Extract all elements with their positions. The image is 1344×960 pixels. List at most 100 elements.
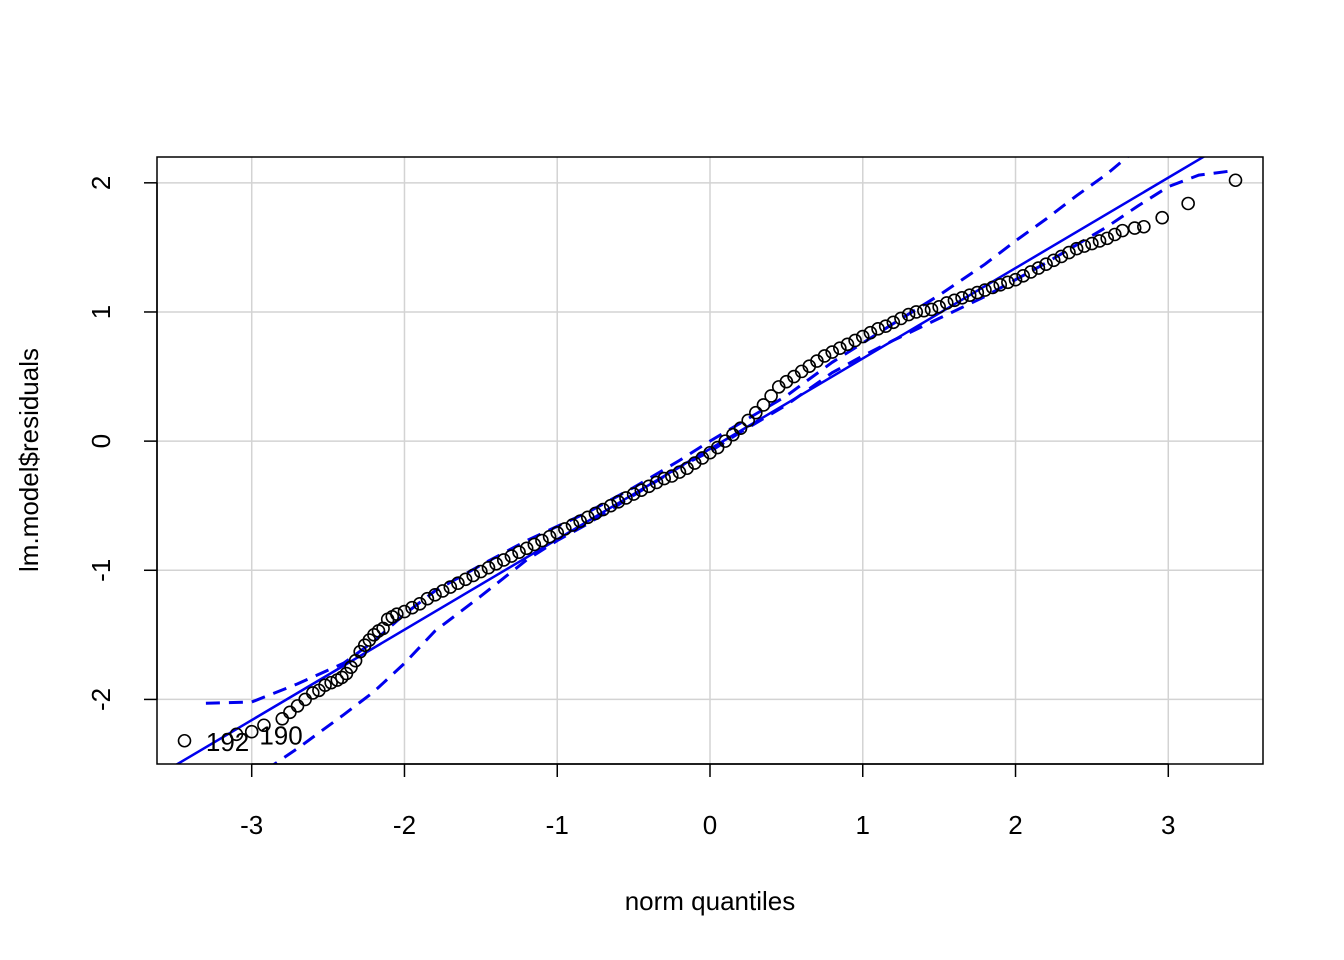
x-axis: -3 -2 -1 0 1 2 3	[240, 763, 1176, 840]
data-point	[244, 724, 259, 739]
data-point	[420, 591, 435, 606]
data-point	[970, 285, 985, 300]
data-point	[764, 389, 778, 403]
data-point	[318, 678, 332, 693]
data-point	[993, 278, 1008, 292]
data-point	[1100, 231, 1114, 246]
data-point	[749, 405, 763, 420]
data-point	[405, 600, 419, 615]
data-point	[634, 483, 649, 498]
data-point	[909, 305, 924, 319]
data-point	[306, 686, 320, 700]
data-point	[1228, 173, 1243, 188]
data-point	[504, 549, 519, 563]
data-points	[177, 173, 1243, 748]
data-point	[1046, 253, 1061, 268]
data-point	[390, 607, 404, 621]
data-point	[947, 293, 962, 308]
y-axis: -2 -1 0 1 2	[86, 176, 158, 711]
data-point	[335, 670, 349, 685]
x-tick-label: 3	[1161, 810, 1175, 840]
y-tick-label: 1	[86, 305, 116, 319]
data-point	[962, 288, 977, 302]
data-point	[1127, 221, 1142, 235]
data-point	[535, 533, 549, 548]
y-tick-label: 0	[86, 434, 116, 448]
data-point	[642, 479, 656, 494]
data-point	[863, 325, 878, 340]
data-point	[733, 421, 748, 436]
x-tick-label: 1	[856, 810, 870, 840]
point-label: 192	[206, 727, 249, 757]
data-point	[619, 491, 633, 505]
data-point	[878, 319, 893, 333]
data-point	[611, 495, 626, 509]
data-point	[489, 557, 503, 571]
data-point	[871, 321, 885, 336]
data-point	[1001, 275, 1015, 290]
point-label: 190	[259, 720, 302, 750]
data-point	[1108, 227, 1122, 242]
data-point	[1024, 265, 1038, 279]
data-point	[1016, 269, 1030, 283]
data-point	[833, 341, 847, 355]
data-point	[573, 514, 587, 529]
data-point	[527, 537, 542, 552]
data-point	[466, 568, 481, 583]
data-point	[542, 529, 557, 544]
data-point	[512, 545, 526, 559]
data-point	[657, 471, 671, 486]
data-point	[324, 675, 338, 690]
grid-lines	[157, 157, 1263, 764]
data-point	[894, 311, 908, 326]
data-point	[1039, 257, 1053, 271]
data-point	[596, 502, 610, 517]
data-point	[367, 628, 381, 642]
data-point	[985, 280, 1000, 295]
data-point	[257, 718, 271, 733]
data-point	[1031, 261, 1046, 275]
data-point	[649, 475, 664, 490]
data-point	[932, 300, 946, 314]
data-point	[481, 560, 496, 575]
x-tick-label: -1	[546, 810, 569, 840]
data-point	[939, 296, 954, 310]
x-tick-label: -3	[240, 810, 263, 840]
data-point	[496, 553, 511, 567]
x-tick-label: -2	[393, 810, 416, 840]
data-point	[397, 604, 412, 619]
data-point	[917, 303, 931, 318]
data-point	[817, 349, 832, 363]
data-point	[672, 465, 687, 479]
data-point	[1069, 241, 1084, 256]
x-axis-title: norm quantiles	[625, 886, 796, 916]
reference-line-path	[175, 157, 1206, 764]
data-point	[741, 413, 755, 428]
data-point	[565, 518, 580, 532]
data-point	[177, 733, 192, 748]
data-point	[580, 510, 595, 525]
data-point	[901, 307, 916, 322]
data-point	[1181, 196, 1195, 211]
data-point	[955, 290, 969, 305]
data-point	[924, 302, 939, 317]
data-point	[1155, 210, 1169, 225]
data-point	[435, 584, 450, 598]
data-point	[1008, 272, 1023, 287]
data-point	[558, 522, 572, 536]
y-tick-label: -1	[86, 559, 116, 582]
data-point	[855, 329, 870, 344]
data-point	[626, 487, 641, 501]
y-axis-title: lm.model$residuals	[14, 348, 44, 572]
data-point	[443, 580, 458, 594]
data-point	[474, 564, 488, 579]
data-point	[756, 398, 771, 412]
data-point	[1077, 239, 1092, 253]
data-point	[1054, 249, 1069, 264]
y-tick-label: 2	[86, 176, 116, 190]
data-point	[1137, 219, 1151, 234]
data-point	[229, 727, 244, 742]
data-point	[1062, 245, 1076, 260]
data-point	[519, 541, 534, 556]
data-point	[603, 498, 618, 513]
